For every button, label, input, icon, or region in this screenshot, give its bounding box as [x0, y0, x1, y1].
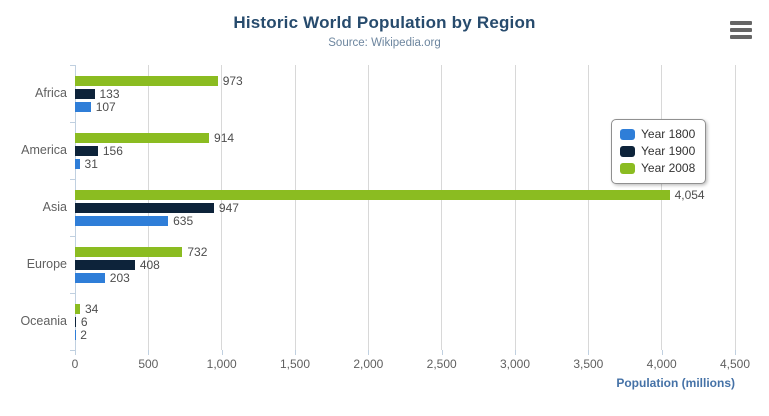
bar-asia-year-1900[interactable] [75, 202, 214, 213]
bar-value-label: 107 [95, 99, 116, 114]
bar-value-label: 947 [218, 200, 239, 215]
x-axis-tick [148, 350, 150, 355]
bar-asia-year-2008[interactable] [75, 189, 670, 200]
bar-value-label: 914 [214, 130, 235, 145]
gridline [587, 65, 589, 350]
bar-value-label: 156 [102, 143, 123, 158]
chart-title: Historic World Population by Region [233, 13, 536, 32]
legend-item-year-1800[interactable]: Year 1800 [620, 126, 695, 143]
bar-value-label: 34 [84, 301, 99, 316]
x-axis-tick [75, 350, 76, 355]
bar-america-year-1900[interactable] [75, 145, 98, 156]
bar-value-label: 133 [99, 86, 120, 101]
bar-america-year-1800[interactable] [75, 158, 80, 169]
x-tick-label: 3,000 [499, 357, 531, 371]
legend-item-label: Year 1900 [641, 144, 696, 158]
x-axis-tick [441, 350, 443, 355]
x-tick-label: 2,000 [353, 357, 384, 371]
legend-swatch-icon [620, 129, 635, 140]
category-axis-tick [70, 293, 75, 294]
hamburger-menu-icon [730, 21, 752, 39]
bar-africa-year-1800[interactable] [75, 101, 91, 112]
bar-africa-year-1900[interactable] [75, 88, 95, 99]
bar-europe-year-2008[interactable] [75, 246, 183, 257]
x-axis-tick [221, 350, 223, 355]
x-tick-label: 4,500 [719, 357, 751, 371]
legend-item-year-1900[interactable]: Year 1900 [620, 143, 695, 160]
x-tick-label: 1,500 [279, 357, 311, 371]
category-label-europe: Europe [26, 257, 67, 271]
plot-area: 973 133 107 914 156 31 4,054 947 635 732 408 203 34 6… [75, 65, 736, 350]
x-axis-tick [735, 350, 736, 355]
bar-value-label: 408 [139, 257, 160, 272]
bar-value-label: 635 [173, 213, 194, 228]
bar-value-label: 2 [80, 327, 87, 342]
category-axis-tick [70, 179, 75, 180]
category-label-oceania: Oceania [20, 314, 67, 328]
category-axis-tick [70, 236, 75, 237]
gridline [661, 65, 663, 350]
bar-value-label: 973 [222, 73, 243, 88]
category-label-asia: Asia [42, 200, 67, 214]
bar-africa-year-2008[interactable] [75, 75, 218, 86]
legend-item-year-2008[interactable]: Year 2008 [620, 160, 695, 177]
legend-swatch-icon [620, 163, 635, 174]
category-label-africa: Africa [35, 86, 67, 100]
x-tick-label: 2,500 [426, 357, 457, 371]
x-axis-tick [661, 350, 663, 355]
x-tick-label: 3,500 [573, 357, 604, 371]
bar-value-label: 732 [187, 244, 208, 259]
legend: Year 1800 Year 1900 Year 2008 [611, 119, 707, 184]
x-axis-tick [295, 350, 296, 355]
gridline [367, 65, 369, 350]
bar-asia-year-1800[interactable] [75, 215, 169, 226]
x-axis-tick [515, 350, 516, 355]
x-tick-label: 1,000 [206, 357, 237, 371]
bar-america-year-2008[interactable] [75, 132, 210, 143]
x-tick-label: 500 [138, 357, 159, 371]
x-axis-tick [368, 350, 370, 355]
bar-oceania-year-2008[interactable] [75, 303, 80, 314]
legend-item-label: Year 1800 [641, 127, 696, 141]
category-label-america: America [21, 143, 67, 157]
bar-europe-year-1900[interactable] [75, 259, 135, 270]
bar-value-label: 4,054 [674, 187, 705, 202]
bar-value-label: 6 [80, 314, 88, 329]
category-axis-tick [70, 65, 75, 66]
x-axis-tick [588, 350, 590, 355]
bar-europe-year-1800[interactable] [75, 272, 105, 283]
x-tick-label: 0 [71, 357, 79, 371]
gridline [734, 65, 736, 350]
x-axis-title: Population (millions) [616, 376, 735, 390]
export-menu-button[interactable] [726, 17, 756, 43]
legend-swatch-icon [620, 146, 635, 157]
gridline [221, 65, 223, 350]
chart-subtitle: Source: Wikipedia.org [328, 37, 441, 49]
gridline [514, 65, 516, 350]
category-axis-tick [70, 350, 75, 351]
legend-item-label: Year 2008 [641, 161, 696, 175]
x-tick-label: 4,000 [646, 357, 677, 371]
gridline [294, 65, 296, 350]
bar-value-label: 203 [109, 270, 130, 285]
bar-oceania-year-1900[interactable] [75, 316, 76, 327]
gridline [441, 65, 443, 350]
category-axis-tick [70, 122, 75, 123]
bar-value-label: 31 [84, 156, 98, 171]
